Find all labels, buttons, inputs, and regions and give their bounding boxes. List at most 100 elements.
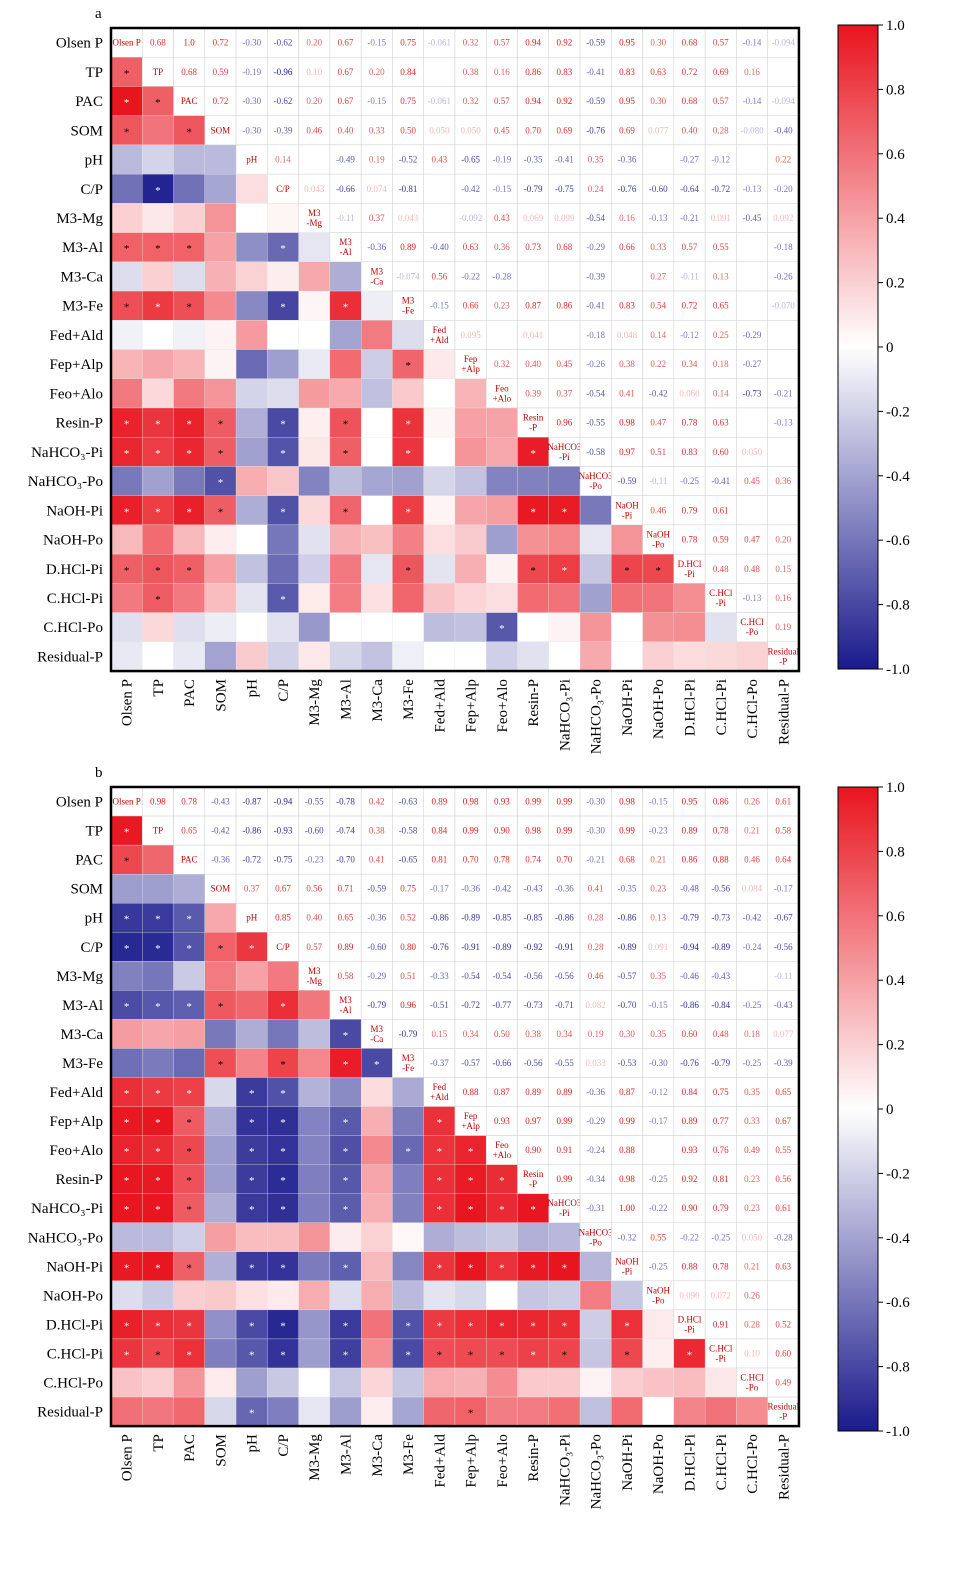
cell-value: 0.97 [525, 1116, 541, 1126]
diagonal-label: +Alp [461, 364, 480, 374]
significance-star: * [280, 302, 286, 314]
significance-star: * [155, 1204, 161, 1216]
significance-star: * [124, 419, 130, 431]
col-label: SOM [213, 679, 229, 712]
lower-cell [361, 290, 393, 321]
cell-value: -0.27 [680, 155, 699, 165]
lower-cell [454, 1280, 487, 1311]
cell-value: 0.13 [713, 271, 729, 281]
lower-cell [267, 524, 299, 555]
lower-cell [298, 1309, 331, 1340]
diagonal-label: M3 [308, 208, 321, 218]
cell-value: 0.20 [775, 535, 791, 545]
upper-cell [642, 261, 675, 292]
diagonal-cell [204, 873, 237, 904]
cell-value: 0.16 [494, 67, 510, 77]
lower-cell [298, 1019, 331, 1049]
upper-cell [673, 786, 706, 817]
significance-star: * [124, 506, 130, 518]
lower-cell [329, 495, 362, 526]
lower-cell [142, 1135, 174, 1165]
cell-value: 0.095 [460, 330, 481, 340]
significance-star: * [186, 943, 192, 955]
upper-cell [611, 844, 643, 875]
upper-cell [517, 990, 550, 1020]
upper-cell [736, 786, 768, 817]
upper-cell [736, 349, 768, 380]
significance-star: * [155, 419, 161, 431]
cell-value: -0.76 [430, 942, 449, 952]
diagonal-label: Olsen P [113, 797, 141, 807]
lower-cell [423, 641, 456, 672]
lower-cell [517, 1367, 549, 1398]
lower-cell [673, 1396, 706, 1427]
significance-star: * [124, 1001, 130, 1013]
lower-cell [423, 466, 456, 496]
cell-value: 0.57 [713, 96, 729, 106]
lower-cell [204, 320, 237, 350]
lower-cell [642, 1367, 675, 1398]
cell-value: 0.67 [338, 67, 354, 77]
lower-cell [579, 1338, 612, 1369]
cell-value: 0.83 [619, 301, 635, 311]
diagonal-label: -Pi [716, 598, 727, 608]
cell-value: 0.70 [525, 125, 541, 135]
cell-value: -0.15 [430, 301, 449, 311]
diagonal-cell [642, 524, 675, 555]
col-label: Fed+Ald [432, 1434, 448, 1488]
lower-cell [361, 1193, 393, 1223]
lower-cell [423, 495, 456, 526]
diagonal-label: Resin [523, 1169, 544, 1179]
upper-cell [704, 1164, 737, 1194]
upper-cell [611, 466, 643, 496]
significance-star: * [530, 565, 536, 577]
lower-cell [548, 553, 581, 584]
lower-cell [267, 1280, 299, 1311]
lower-cell [110, 466, 143, 496]
col-label: C.HCl-Po [745, 1434, 761, 1494]
row-label: D.HCl-Pi [46, 562, 103, 578]
upper-cell [611, 203, 643, 233]
lower-cell [142, 290, 174, 321]
cell-value: -0.29 [586, 242, 605, 252]
cell-value: -0.35 [618, 884, 637, 894]
colorbar-tick-label: 0.6 [886, 909, 905, 925]
lower-cell [361, 1222, 393, 1252]
lower-cell [235, 437, 268, 467]
cell-value: 0.51 [400, 971, 416, 981]
upper-cell [736, 873, 768, 904]
col-label: M3-Fe [401, 1434, 417, 1475]
significance-star: * [280, 1059, 286, 1071]
cell-value: 0.66 [619, 242, 635, 252]
diagonal-cell [360, 1019, 393, 1049]
upper-cell [485, 232, 518, 263]
cell-value: 0.69 [619, 125, 635, 135]
cell-value: 0.24 [588, 184, 604, 194]
lower-cell [329, 320, 362, 350]
lower-cell [486, 407, 518, 438]
lower-cell [204, 495, 237, 526]
lower-cell [392, 641, 424, 672]
upper-cell [235, 56, 268, 87]
row-label: C/P [80, 182, 103, 198]
cell-value: 0.51 [650, 447, 666, 457]
significance-star: * [405, 1320, 411, 1332]
heatmap-border [109, 26, 801, 673]
diagonal-cell [767, 641, 800, 672]
diagonal-label: C/P [276, 942, 290, 952]
lower-cell [142, 232, 174, 262]
lower-cell [361, 524, 393, 555]
lower-cell [267, 1193, 299, 1223]
lower-cell [392, 1280, 424, 1311]
lower-cell [267, 1048, 299, 1078]
cell-value: -0.51 [430, 1000, 449, 1010]
upper-cell [767, 378, 800, 409]
upper-cell [767, 436, 800, 467]
upper-cell [298, 873, 331, 904]
lower-cell [173, 261, 205, 292]
significance-star: * [280, 1146, 286, 1158]
upper-cell [392, 261, 424, 292]
cell-value: 0.75 [400, 884, 416, 894]
upper-cell [642, 232, 675, 263]
lower-cell [361, 583, 393, 613]
